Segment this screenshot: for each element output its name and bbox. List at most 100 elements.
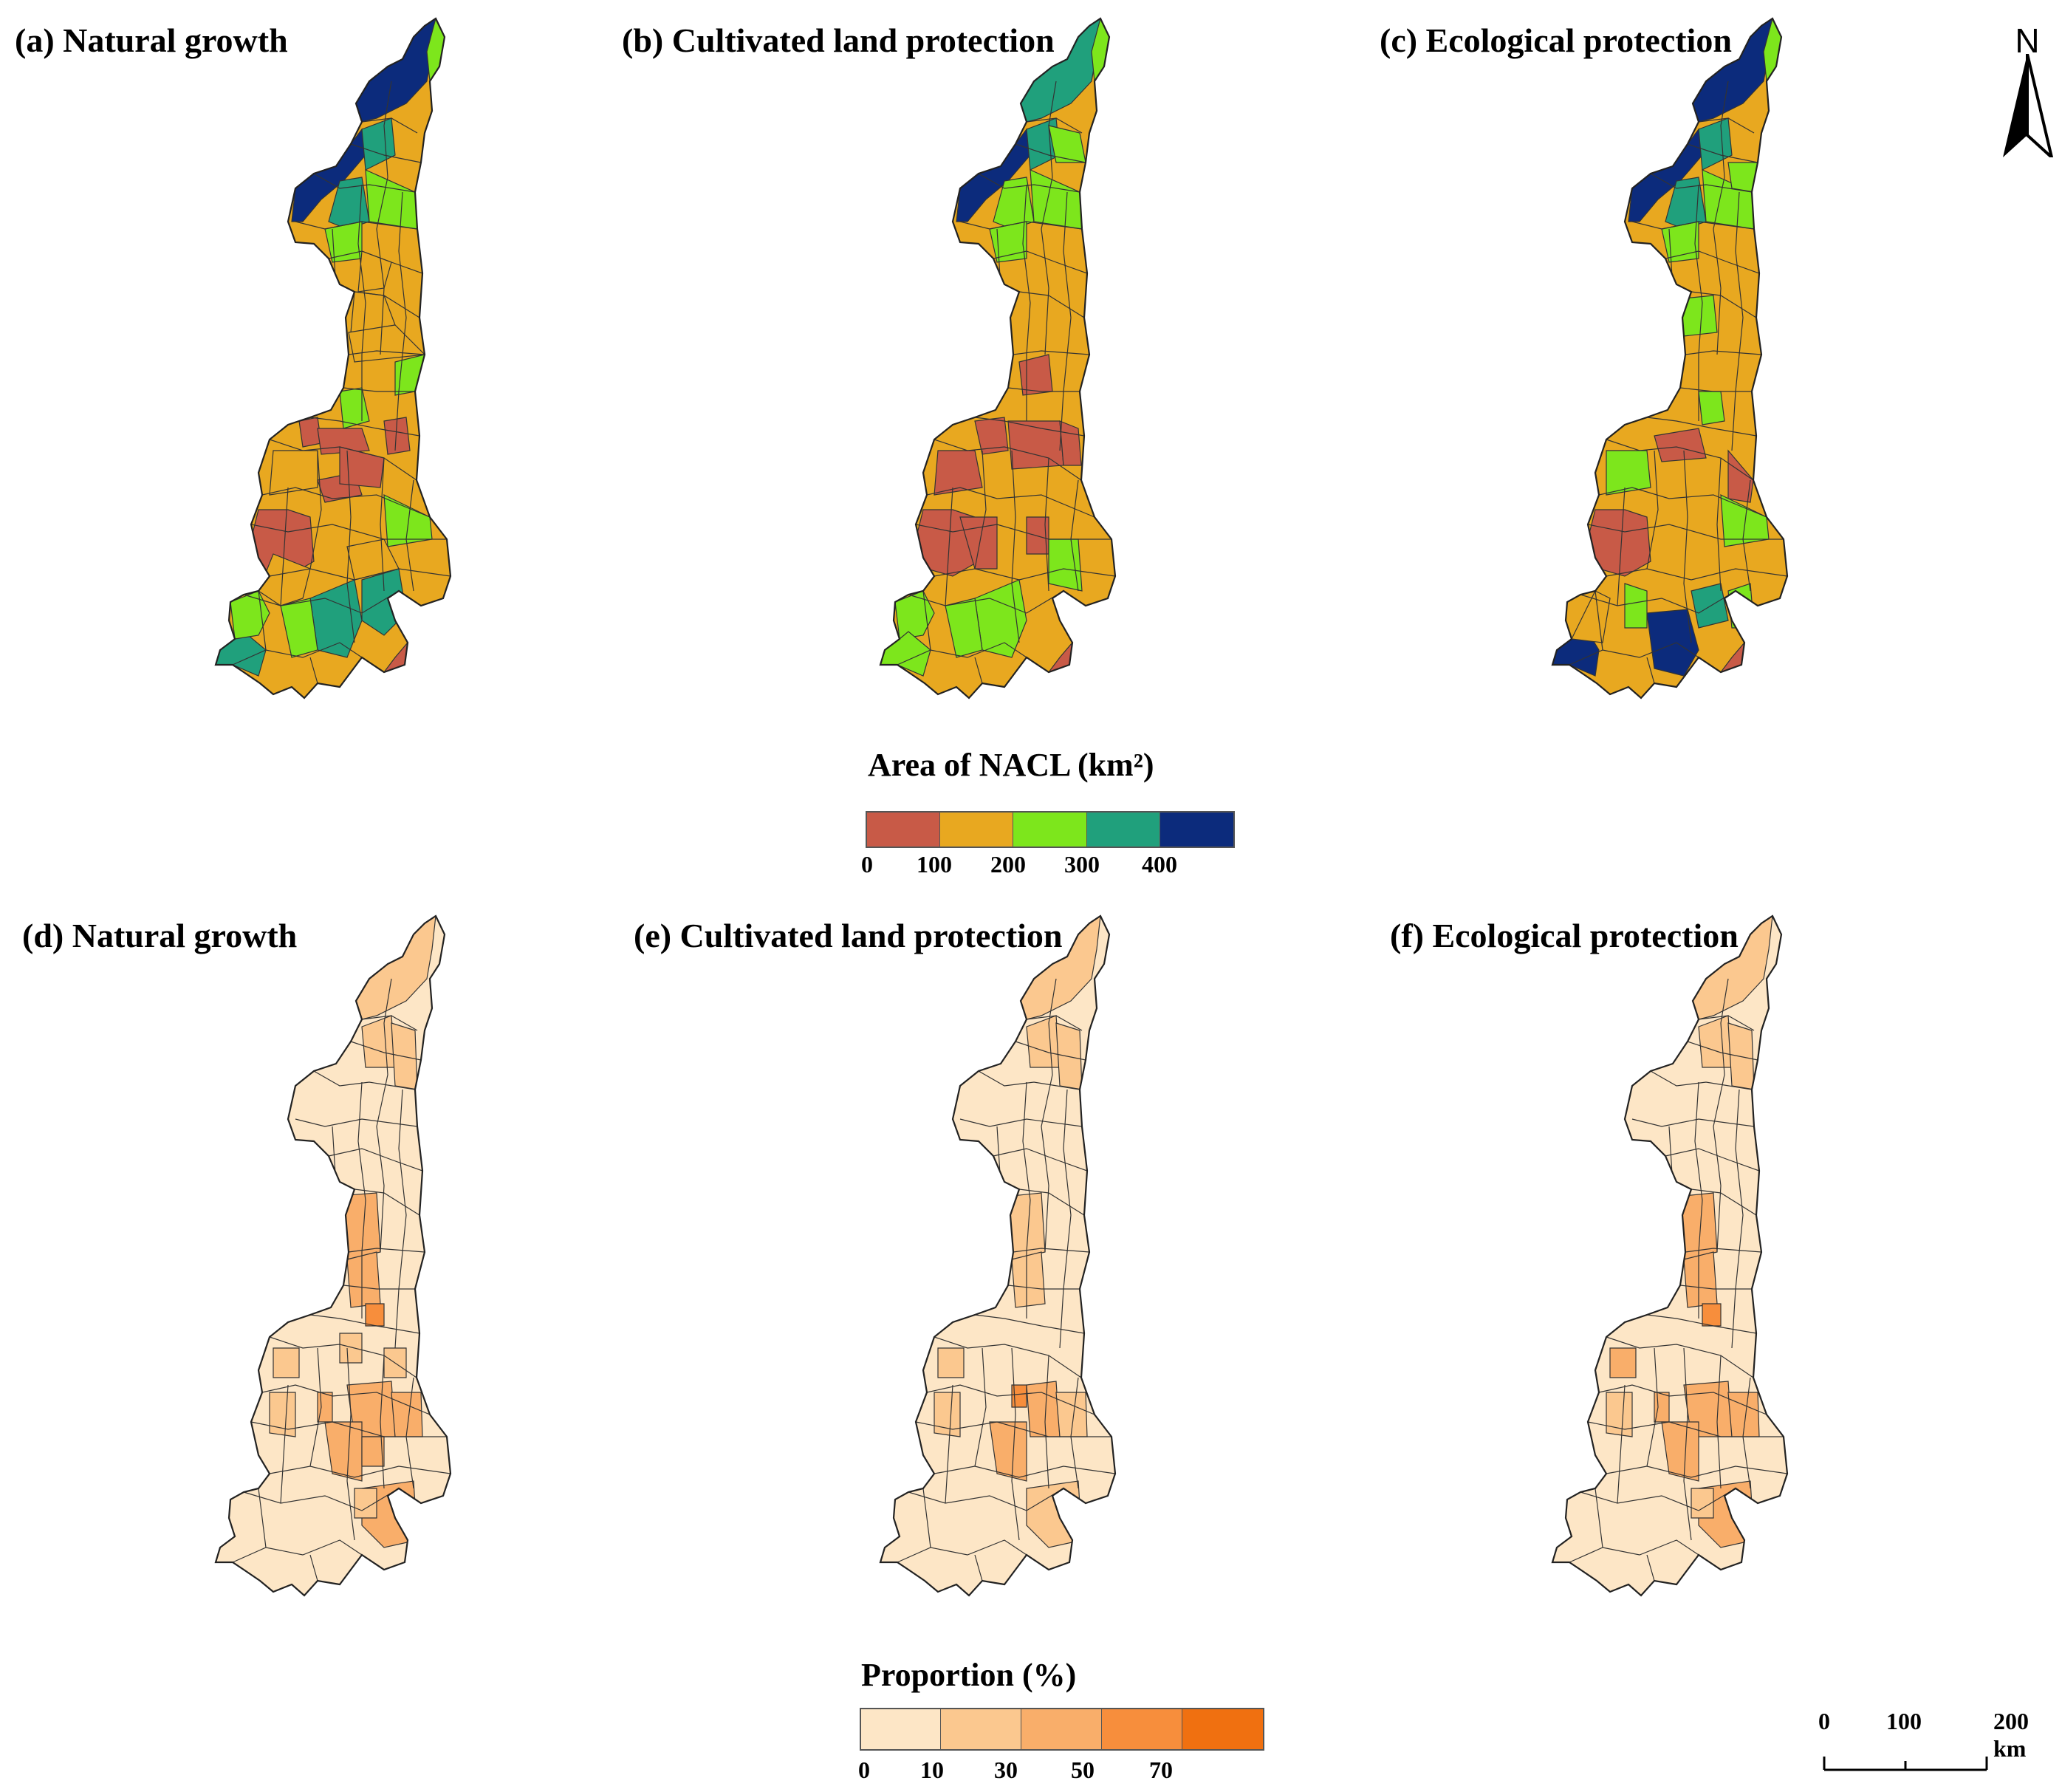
county-boundary xyxy=(348,350,425,355)
county-boundary xyxy=(1650,1070,1753,1090)
panel-b-title: (b) Cultivated land protection xyxy=(622,21,1055,59)
county-boundary xyxy=(1606,439,1754,481)
county-boundary xyxy=(1070,1377,1079,1489)
county-region xyxy=(1646,609,1699,677)
county-boundary xyxy=(1685,1248,1762,1253)
county-region xyxy=(280,598,318,658)
map-f xyxy=(1551,914,1789,1597)
area-legend-tick: 400 xyxy=(1142,851,1177,878)
scale-line xyxy=(1823,1757,1988,1771)
county-boundary xyxy=(897,1539,1027,1563)
county-boundary xyxy=(978,173,1080,193)
county-boundary xyxy=(1569,1539,1699,1563)
proportion-legend-swatch xyxy=(861,1709,942,1749)
county-boundary xyxy=(361,117,418,134)
proportion-legend-swatch xyxy=(1182,1709,1263,1749)
map-c xyxy=(1551,17,1789,700)
county-boundary xyxy=(295,221,418,230)
county-boundary xyxy=(1617,487,1626,606)
province-fill xyxy=(1552,916,1787,1596)
county-region xyxy=(1654,1392,1670,1423)
county-boundary xyxy=(1731,1089,1744,1349)
county-boundary xyxy=(974,1347,987,1467)
proportion-legend-tick: 10 xyxy=(920,1757,944,1783)
county-boundary xyxy=(1646,1314,1757,1334)
county-boundary xyxy=(258,1488,267,1548)
county-boundary xyxy=(1631,1118,1755,1127)
county-boundary xyxy=(1679,387,1752,392)
county-boundary xyxy=(1595,1488,1603,1548)
county-boundary xyxy=(922,590,931,651)
county-boundary xyxy=(376,81,392,355)
proportion-legend-tick: 70 xyxy=(1149,1757,1173,1783)
area-legend-swatch xyxy=(1013,813,1087,847)
county-boundary xyxy=(269,439,417,481)
area-legend-tick: 100 xyxy=(917,851,952,878)
county-boundary xyxy=(269,568,451,581)
county-region xyxy=(328,1192,381,1260)
county-boundary xyxy=(1007,387,1080,392)
county-boundary xyxy=(1015,1041,1086,1061)
county-boundary xyxy=(376,978,392,1253)
county-boundary xyxy=(346,1347,355,1541)
county-boundary xyxy=(343,387,415,392)
county-boundary xyxy=(1044,1355,1049,1489)
county-boundary xyxy=(1646,1554,1655,1581)
county-boundary xyxy=(1587,1421,1784,1437)
county-boundary xyxy=(346,450,355,643)
county-boundary xyxy=(1041,978,1057,1253)
county-boundary xyxy=(1665,1148,1760,1172)
county-boundary xyxy=(328,250,423,274)
county-boundary xyxy=(1070,479,1079,592)
county-boundary xyxy=(915,524,1112,540)
panel-c-title: (c) Ecological protection xyxy=(1380,21,1732,59)
area-legend-swatch xyxy=(1086,813,1160,847)
county-boundary xyxy=(361,1015,418,1031)
county-boundary xyxy=(1731,191,1744,451)
proportion-legend-title: Proportion (%) xyxy=(861,1657,1077,1693)
county-region xyxy=(937,1347,965,1378)
area-legend-title: Area of NACL (km²) xyxy=(868,747,1154,783)
province-outline xyxy=(879,17,1117,700)
county-boundary xyxy=(915,1421,1112,1437)
county-region xyxy=(361,117,396,171)
county-boundary xyxy=(1683,1347,1692,1541)
county-boundary xyxy=(959,1118,1083,1127)
panel-e-title: (e) Cultivated land protection xyxy=(634,917,1063,954)
county-boundary xyxy=(232,1539,363,1563)
county-region xyxy=(934,450,983,496)
county-boundary xyxy=(1716,1355,1722,1489)
county-boundary xyxy=(258,590,267,651)
county-region xyxy=(361,568,407,636)
area-legend-tick: 0 xyxy=(861,851,873,878)
county-boundary xyxy=(1587,524,1784,540)
county-boundary xyxy=(1059,1089,1072,1349)
county-boundary xyxy=(974,657,983,684)
county-boundary xyxy=(309,1314,420,1334)
county-boundary xyxy=(1631,221,1755,230)
county-boundary xyxy=(348,1248,425,1253)
county-region xyxy=(974,417,1009,455)
county-boundary xyxy=(1646,1347,1659,1467)
county-region xyxy=(317,1392,333,1423)
county-boundary xyxy=(993,1148,1088,1172)
county-boundary xyxy=(1683,450,1692,643)
county-region xyxy=(1691,1488,1714,1519)
county-boundary xyxy=(313,173,416,193)
county-boundary xyxy=(280,487,289,606)
county-region xyxy=(1587,509,1651,577)
county-boundary xyxy=(959,221,1083,230)
county-boundary xyxy=(1716,457,1722,592)
scale-tick: 200 km xyxy=(1993,1708,2029,1762)
county-boundary xyxy=(357,1081,366,1319)
county-boundary xyxy=(1646,657,1655,684)
county-boundary xyxy=(908,590,1064,614)
north-arrow-icon xyxy=(2003,54,2054,157)
panel-f-title: (f) Ecological protection xyxy=(1390,917,1739,954)
county-boundary xyxy=(934,568,1115,581)
county-boundary xyxy=(1606,1336,1754,1378)
county-boundary xyxy=(945,1384,953,1504)
proportion-legend-swatch xyxy=(1101,1709,1182,1749)
county-boundary xyxy=(1606,1466,1787,1478)
county-boundary xyxy=(1022,1081,1031,1319)
